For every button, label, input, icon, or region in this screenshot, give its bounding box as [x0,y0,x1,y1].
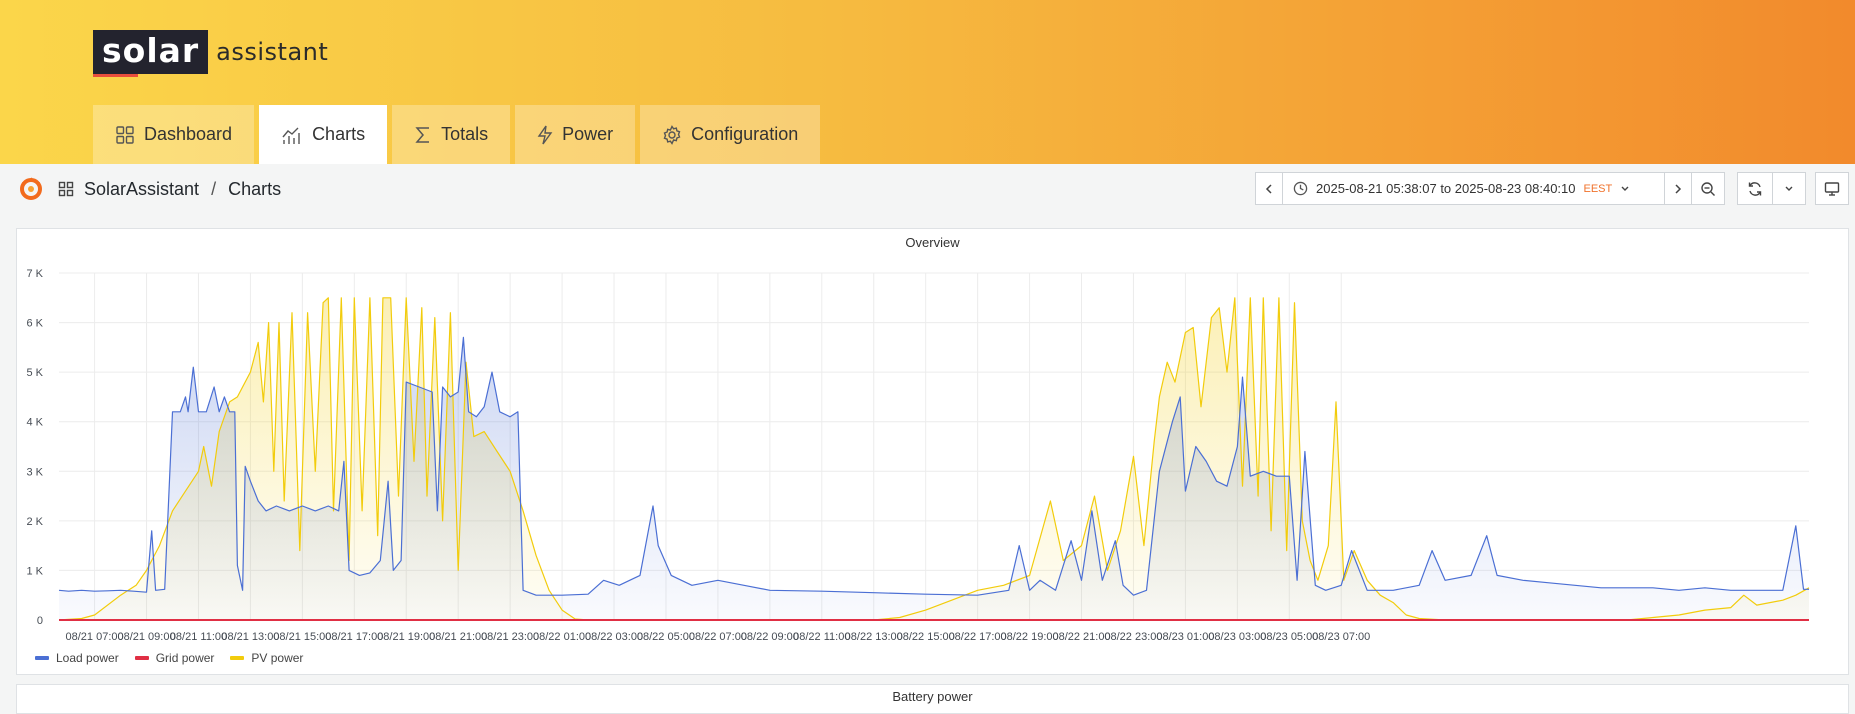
breadcrumb-home[interactable]: SolarAssistant [84,178,200,199]
x-tick-label: 08/22 21:00 [1052,631,1110,643]
x-tick-label: 08/22 13:00 [845,631,903,643]
y-tick-label: 6 K [26,318,43,330]
x-tick-label: 08/22 03:00 [585,631,643,643]
x-tick-label: 08/23 05:00 [1260,631,1318,643]
x-tick-label: 08/21 13:00 [221,631,279,643]
sigma-icon [415,126,430,143]
tab-charts[interactable]: Charts [259,105,388,164]
timezone-label: EEST [1583,182,1613,195]
chart-legend: Load power Grid power PV power [35,651,303,665]
x-tick-label: 08/22 15:00 [897,631,955,643]
tab-power[interactable]: Power [515,105,636,164]
refresh-icon [1748,181,1762,196]
grafana-logo-icon[interactable] [18,176,44,202]
zoom-out-icon [1701,181,1715,196]
legend-swatch [230,656,245,660]
tab-power-label: Power [562,124,614,144]
y-tick-label: 0 [37,615,43,627]
legend-swatch [134,656,149,660]
tab-dashboard-label: Dashboard [144,124,233,144]
grid-icon [116,125,134,144]
tab-totals[interactable]: Totals [392,105,511,164]
refresh-button[interactable] [1737,172,1773,205]
x-tick-label: 08/23 07:00 [1312,631,1370,643]
view-mode-button[interactable] [1815,172,1849,205]
x-tick-label: 08/21 21:00 [429,631,487,643]
y-tick-label: 1 K [26,565,43,577]
x-tick-label: 08/21 11:00 [170,631,227,643]
x-tick-label: 08/21 17:00 [325,631,383,643]
x-tick-label: 08/23 01:00 [1156,631,1214,643]
x-tick-label: 08/21 09:00 [117,631,175,643]
chevron-right-icon [1675,183,1682,194]
time-back-button[interactable] [1255,172,1283,205]
legend-label: Load power [56,651,119,665]
x-tick-label: 08/22 19:00 [1001,631,1059,643]
legend-item[interactable]: Grid power [134,651,215,665]
y-tick-label: 3 K [26,466,43,478]
x-tick-label: 08/22 01:00 [533,631,591,643]
monitor-icon [1824,181,1840,196]
y-tick-label: 4 K [26,417,43,429]
x-tick-label: 08/21 07:00 [66,631,124,643]
time-forward-button[interactable] [1664,172,1692,205]
overview-panel: Overview 0 1 K 2 K 3 K 4 K 5 K 6 K 7 K 08/21 07:… [16,228,1849,675]
y-tick-label: 2 K [26,516,43,528]
legend-label: PV power [251,651,304,665]
y-tick-label: 7 K [26,268,43,280]
series-area-load-power [59,337,1809,620]
app-header: solar assistant Dashboard Charts Totals … [0,0,1855,164]
x-tick-label: 08/22 17:00 [949,631,1007,643]
x-tick-label: 08/21 15:00 [273,631,331,643]
battery-power-panel: Battery power [16,684,1849,714]
logo-assistant-text: assistant [216,38,329,66]
chevron-down-icon [1785,186,1793,191]
legend-item[interactable]: PV power [230,651,303,665]
dashboard-toolbar: SolarAssistant / Charts 2025-08-21 05:38… [0,164,1855,214]
zoom-out-button[interactable] [1691,172,1725,205]
panel-title: Battery power [892,689,973,704]
chevron-down-icon [1621,186,1629,191]
chart-icon [282,127,300,144]
x-tick-label: 08/23 03:00 [1208,631,1266,643]
bolt-icon [537,125,553,144]
x-tick-label: 08/22 05:00 [637,631,695,643]
breadcrumb-separator: / [211,178,217,199]
main-nav: Dashboard Charts Totals Power Configurat… [93,105,821,164]
panel-title[interactable]: Overview [905,235,960,250]
solar-assistant-logo[interactable]: solar assistant [93,30,329,77]
time-range-picker[interactable]: 2025-08-21 05:38:07 to 2025-08-23 08:40:… [1282,172,1665,205]
tab-dashboard[interactable]: Dashboard [93,105,255,164]
clock-icon [1293,181,1308,196]
y-tick-label: 5 K [26,367,43,379]
time-range-text: 2025-08-21 05:38:07 to 2025-08-23 08:40:… [1316,181,1576,196]
x-tick-label: 08/21 19:00 [377,631,435,643]
tab-charts-label: Charts [312,124,366,144]
x-tick-label: 08/21 23:00 [481,631,539,643]
logo-solar-text: solar [93,30,209,77]
x-tick-label: 08/22 09:00 [741,631,799,643]
refresh-interval-dropdown[interactable] [1772,172,1806,205]
x-tick-label: 08/22 23:00 [1104,631,1162,643]
legend-item[interactable]: Load power [35,651,119,665]
dashboards-grid-icon [58,181,74,197]
x-tick-label: 08/22 11:00 [793,631,850,643]
tab-configuration-label: Configuration [691,124,799,144]
legend-label: Grid power [155,651,215,665]
tab-totals-label: Totals [441,124,489,144]
breadcrumb: SolarAssistant / Charts [18,176,281,202]
series-line-load-power [58,336,1809,596]
x-tick-label: 08/22 07:00 [689,631,747,643]
gear-icon [663,124,681,145]
tab-configuration[interactable]: Configuration [640,105,821,164]
breadcrumb-current: Charts [228,178,282,199]
chevron-left-icon [1265,183,1272,194]
legend-swatch [35,656,49,660]
